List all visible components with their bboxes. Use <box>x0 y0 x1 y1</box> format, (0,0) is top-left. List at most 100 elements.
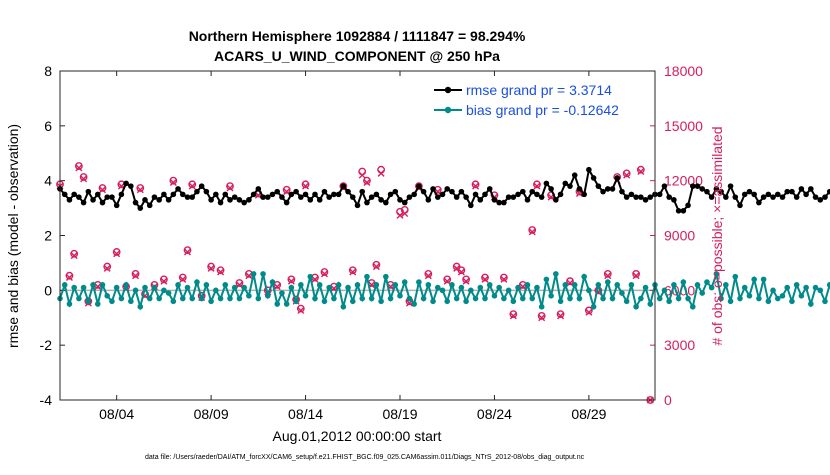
rmse-point <box>477 197 484 203</box>
bias-point <box>146 295 153 302</box>
rmse-point <box>496 199 502 206</box>
bias-point <box>581 273 587 280</box>
bias-point <box>80 284 87 291</box>
bias-point <box>501 295 507 302</box>
y-left-tick-label: -4 <box>40 392 53 408</box>
rmse-point <box>316 197 323 203</box>
bias-point <box>307 273 314 280</box>
bias-point <box>331 295 337 302</box>
rmse-point <box>94 191 101 198</box>
bias-point <box>519 295 526 302</box>
bias-point <box>453 295 460 302</box>
bias-point <box>61 282 68 288</box>
obs-assimilated-point <box>75 164 83 172</box>
obs-assimilated-point <box>481 275 489 283</box>
bias-point <box>274 301 281 307</box>
y-left-tick-label: 8 <box>44 63 52 79</box>
bias-point <box>765 298 772 305</box>
bias-point <box>194 279 200 285</box>
chart-title-line1: Northern Hemisphere 1092884 / 1111847 = … <box>189 28 526 44</box>
bias-point <box>586 287 592 294</box>
rmse-point <box>194 188 200 195</box>
bias-point <box>770 287 776 294</box>
rmse-point <box>562 180 569 187</box>
bias-point <box>264 293 271 299</box>
y-right-tick-label: 15000 <box>664 118 703 134</box>
bias-point <box>66 301 73 307</box>
rmse-point <box>543 180 550 187</box>
rmse-point <box>689 183 696 189</box>
bias-point <box>85 298 92 305</box>
obs-assimilated-point <box>273 283 281 291</box>
obs-assimilated-point <box>472 182 480 190</box>
bias-point <box>364 273 370 280</box>
bias-point <box>260 271 266 277</box>
rmse-point <box>628 191 635 198</box>
rmse-point <box>553 197 559 203</box>
rmse-point <box>793 194 800 200</box>
bias-point <box>642 284 649 291</box>
obs-assimilated-point <box>226 184 234 192</box>
bias-point <box>335 282 342 288</box>
bias-point <box>477 284 484 291</box>
y-axis-left-label: rmse and bias (model - observation) <box>5 124 21 348</box>
bias-point <box>198 295 205 302</box>
y-left-tick-label: 0 <box>44 282 52 298</box>
bias-point <box>760 276 767 283</box>
obs-possible-point <box>424 269 433 278</box>
rmse-point <box>307 197 314 203</box>
bias-point <box>463 298 469 305</box>
obs-possible-point <box>159 275 168 284</box>
rmse-point <box>491 197 498 203</box>
obs-possible-point <box>636 165 645 174</box>
rmse-point <box>61 191 68 198</box>
bias-point <box>576 295 583 302</box>
rmse-point <box>656 191 663 198</box>
obs-possible-point <box>235 279 244 287</box>
bias-point <box>694 282 701 288</box>
bias-point <box>666 298 672 305</box>
rmse-point <box>638 194 644 200</box>
bias-point <box>151 284 158 291</box>
rmse-point <box>146 202 153 209</box>
bias-point <box>647 301 654 307</box>
bias-point <box>255 295 262 302</box>
bias-point <box>118 295 125 302</box>
rmse-point <box>213 191 219 198</box>
bias-point <box>208 298 214 305</box>
bias-point <box>680 279 687 285</box>
rmse-point <box>203 188 210 195</box>
rmse-point <box>439 191 446 198</box>
bias-point <box>708 284 715 291</box>
rmse-point <box>227 197 233 203</box>
rmse-point <box>302 191 309 198</box>
rmse-point <box>519 188 526 195</box>
rmse-point <box>765 191 772 198</box>
obs-possible-point <box>363 176 371 185</box>
bias-point <box>751 276 757 283</box>
y-left-tick-label: 6 <box>44 118 52 134</box>
obs-assimilated-point <box>302 182 310 190</box>
rmse-point <box>241 199 247 206</box>
bias-point <box>515 284 521 291</box>
bias-point <box>283 301 290 307</box>
bias-point <box>656 295 663 302</box>
data-layer <box>56 162 830 404</box>
rmse-point <box>685 202 691 209</box>
rmse-point <box>99 199 106 206</box>
rmse-point <box>383 199 389 206</box>
bias-point <box>71 284 77 291</box>
obs-possible-point <box>301 180 310 189</box>
bias-point <box>557 298 564 305</box>
obs-possible-point <box>603 269 612 278</box>
rmse-point <box>501 199 507 206</box>
bias-point <box>128 298 134 305</box>
obs-possible-point <box>443 275 452 284</box>
rmse-point <box>66 197 73 203</box>
obs-assimilated-point <box>160 277 168 285</box>
bias-point <box>170 298 177 305</box>
bias-point <box>416 279 422 285</box>
bias-point <box>76 295 82 302</box>
data-file-footer: data file: /Users/raeder/DAI/ATM_forcXX/… <box>145 454 585 461</box>
rmse-point <box>741 191 748 198</box>
